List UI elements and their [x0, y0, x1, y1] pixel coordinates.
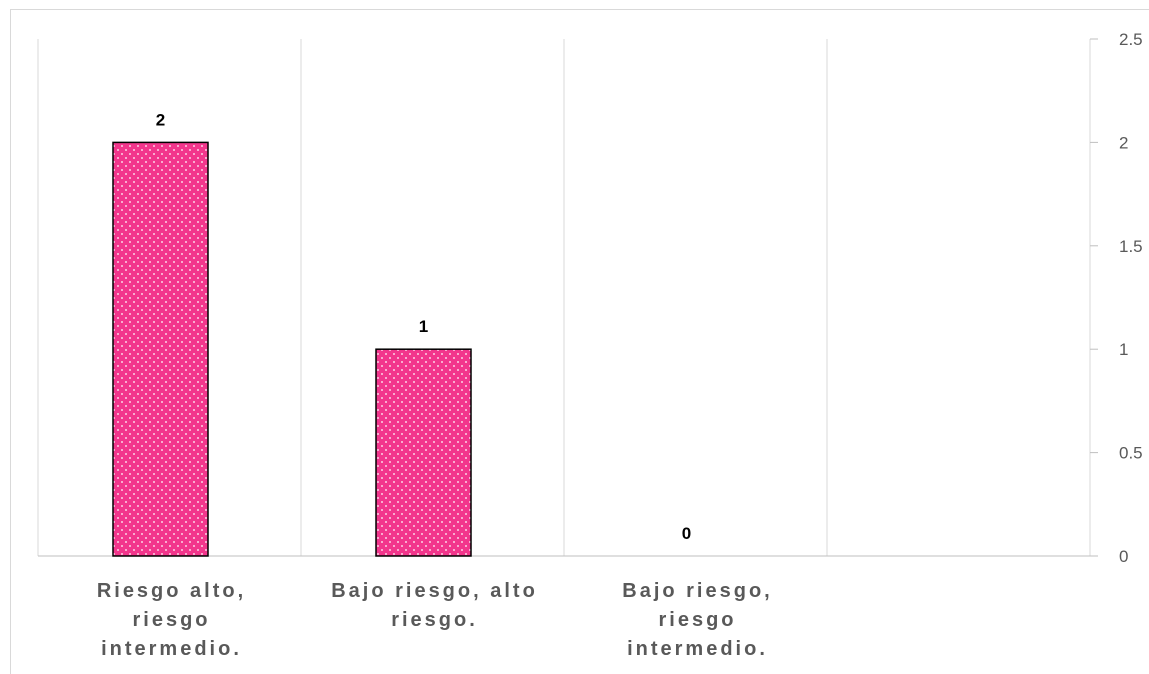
y-tick-label: 0: [1119, 547, 1128, 566]
category-label-0: riesgo: [132, 609, 210, 631]
y-tick-label: 1.5: [1119, 237, 1143, 256]
bar-1: [375, 348, 472, 557]
category-label-0: intermedio.: [101, 638, 242, 660]
category-label-2: Bajo riesgo,: [622, 580, 772, 602]
y-tick-label: 1: [1119, 340, 1128, 359]
data-label-2: 0: [682, 524, 691, 543]
chart-frame: [10, 9, 1149, 674]
category-label-1: riesgo.: [391, 609, 478, 631]
y-tick-label: 2.5: [1119, 30, 1143, 49]
data-label-0: 2: [156, 110, 165, 129]
category-label-2: intermedio.: [627, 638, 768, 660]
category-label-0: Riesgo alto,: [97, 580, 246, 602]
data-label-1: 1: [419, 317, 428, 336]
y-tick-label: 0.5: [1119, 444, 1143, 463]
bar-0: [112, 141, 209, 557]
category-label-2: riesgo: [658, 609, 736, 631]
category-label-1: Bajo riesgo, alto: [331, 580, 538, 602]
y-tick-label: 2: [1119, 133, 1128, 152]
